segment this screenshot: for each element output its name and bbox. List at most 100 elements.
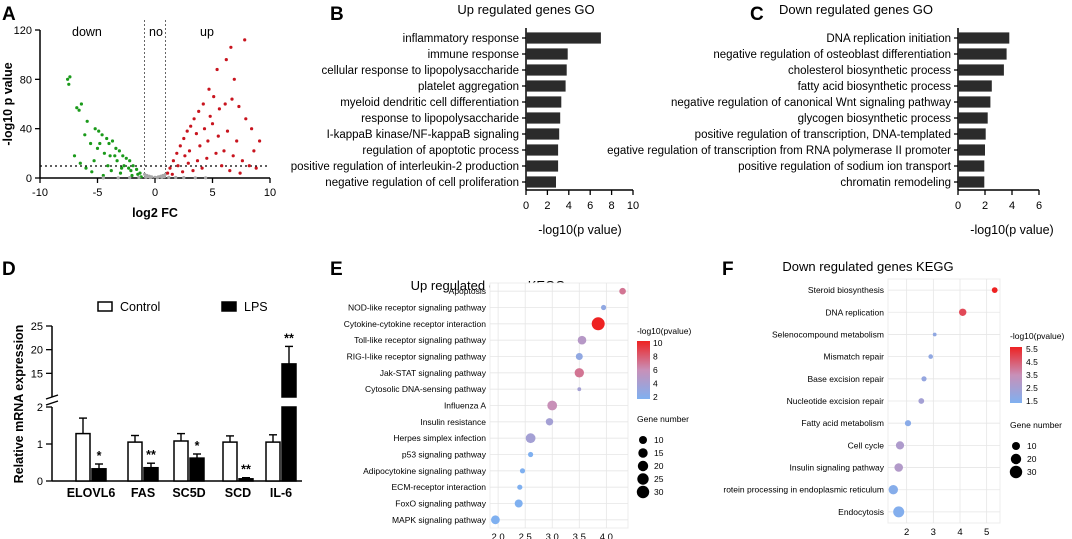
go-category-label: inflammatory response [403, 33, 519, 45]
go-category-label: response to lipopolysaccharide [361, 113, 519, 125]
legend-label-control: Control [120, 300, 160, 314]
volcano-point-up [198, 144, 202, 148]
go-category-label: positive regulation of interleukin-2 pro… [291, 161, 519, 173]
expr-y-label: Relative mRNA expression [12, 325, 26, 484]
volcano-point-down [66, 77, 70, 81]
kegg-category-label: Endocytosis [838, 507, 884, 517]
down-kegg-color-legend-title: -log10(pvalue) [1010, 331, 1065, 341]
volcano-point-up [220, 164, 224, 168]
color-legend-tick: 2.5 [1026, 383, 1038, 393]
kegg-bubble-base-excision-repair [921, 376, 927, 382]
go-bar-response-to-lipopolysaccharide [526, 112, 561, 124]
volcano-point-down [101, 173, 105, 178]
size-legend-dot [1012, 442, 1020, 450]
region-label-no: no [149, 25, 163, 39]
volcano-point-down [124, 156, 128, 160]
volcano-point-down [121, 154, 125, 158]
go-category-label: regulation of apoptotic process [362, 145, 519, 157]
legend-label-lps: LPS [244, 300, 268, 314]
volcano-point-up [185, 129, 189, 133]
kegg-category-label: ECM-receptor interaction [392, 482, 487, 492]
volcano-point-up [208, 114, 212, 118]
kegg-x-tick-label: 3 [931, 527, 936, 538]
volcano-point-up [254, 166, 258, 170]
volcano-point-up [223, 102, 227, 106]
kegg-category-label: Herpes simplex infection [393, 433, 486, 443]
volcano-point-down [114, 146, 118, 150]
expr-y-tick-label: 1 [37, 439, 43, 451]
kegg-bubble-insulin-resistance [545, 418, 554, 426]
volcano-point-down [106, 164, 110, 168]
down-kegg-color-scale [1010, 347, 1022, 403]
volcano-point-up [202, 127, 207, 131]
volcano-y-label: -log10 p value [1, 62, 15, 145]
volcano-point-up [168, 166, 172, 170]
significance-mark: * [195, 439, 200, 453]
go-bar-platelet-aggregation [526, 80, 566, 92]
go-bar-dna-replication-initiation [958, 32, 1010, 44]
volcano-point-up [212, 95, 216, 99]
volcano-point-up [192, 117, 196, 121]
volcano-point-up [235, 139, 239, 143]
volcano-point-down [115, 159, 119, 163]
up-go-x-label: -log10(p value) [538, 223, 621, 237]
color-legend-tick: 5.5 [1026, 344, 1038, 354]
volcano-point-up [222, 149, 226, 153]
volcano-point-down [113, 154, 117, 158]
volcano-point-down [128, 159, 132, 163]
kegg-bubble-nod-like-receptor-signaling-pathway [601, 304, 607, 311]
volcano-point-up [207, 87, 211, 91]
volcano-point-up [217, 107, 221, 111]
volcano-point-down [127, 166, 131, 170]
size-legend-dot [637, 460, 649, 472]
volcano-point-down [109, 169, 113, 173]
go-x-tick-label: 0 [523, 200, 529, 212]
volcano-x-tick-label: -10 [32, 187, 48, 199]
kegg-category-label: RIG-I-like receptor signaling pathway [347, 352, 487, 362]
go-x-tick-label: 2 [982, 200, 988, 212]
volcano-x-tick-label: 5 [209, 187, 215, 199]
kegg-x-tick-label: 2.5 [519, 532, 532, 539]
volcano-point-up [238, 171, 242, 175]
color-legend-tick: 10 [653, 338, 663, 348]
panel-label-e: E [330, 259, 343, 280]
volcano-point-up [224, 58, 228, 62]
go-category-label: fatty acid biosynthetic process [798, 81, 952, 93]
color-legend-tick: 4.5 [1026, 357, 1038, 367]
volcano-point-down [105, 136, 109, 141]
kegg-x-tick-label: 5 [984, 527, 989, 538]
expr-category-label: IL-6 [270, 486, 292, 500]
kegg-category-label: rotein processing in endoplasmic reticul… [723, 485, 884, 495]
go-x-tick-label: 2 [544, 200, 550, 212]
volcano-y-tick-label: 80 [20, 74, 32, 86]
kegg-bubble-ecm-receptor-interaction [517, 484, 523, 490]
volcano-point-down [131, 164, 135, 168]
volcano-point-up [166, 171, 170, 175]
volcano-point-down [117, 149, 121, 153]
go-bar-myeloid-dendritic-cell-differentiation [526, 96, 562, 108]
volcano-y-tick-label: 120 [14, 25, 32, 37]
volcano-point-up [247, 164, 251, 168]
kegg-bubble-cytokine-cytokine-receptor-interaction [591, 317, 605, 331]
down-go-title: Down regulated genes GO [779, 2, 933, 17]
volcano-point-no [146, 174, 150, 179]
go-category-label: positive regulation of transcription, DN… [695, 129, 951, 141]
volcano-x-label: log2 FC [132, 206, 178, 220]
size-legend-dot [637, 473, 649, 485]
go-x-tick-label: 6 [587, 200, 593, 212]
volcano-point-down [93, 127, 97, 131]
volcano-point-down [122, 164, 126, 168]
up-kegg-chart: Up regulated genes KEGG ApoptosisNOD-lik… [344, 278, 692, 539]
expr-bar-lps-il-6-upper [281, 363, 297, 398]
go-bar-positive-regulation-of-transcription-dna-templated [958, 128, 986, 140]
kegg-category-label: Apoptosis [449, 286, 486, 296]
panel-label-f: F [722, 259, 734, 280]
kegg-bubble-herpes-simplex-infection [525, 433, 536, 444]
go-bar-cholesterol-biosynthetic-process [958, 64, 1004, 76]
go-bar-regulation-of-apoptotic-process [526, 144, 559, 156]
volcano-point-no [128, 176, 132, 180]
size-legend-dot [636, 485, 650, 499]
volcano-point-no [174, 175, 178, 180]
go-bar-positive-regulation-of-sodium-ion-transport [958, 160, 985, 172]
